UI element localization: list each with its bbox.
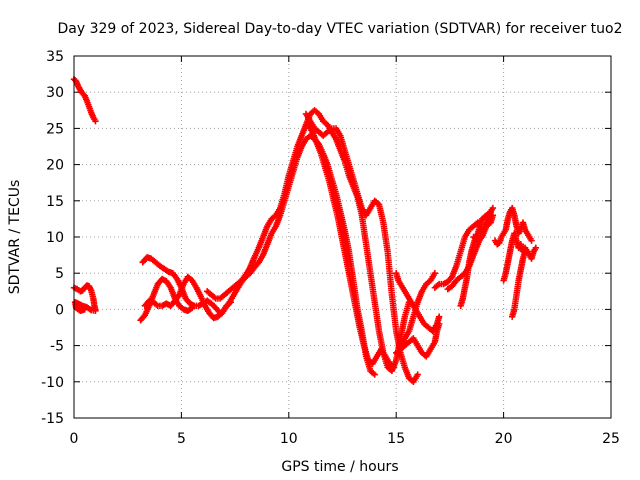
data-point — [528, 237, 535, 244]
y-tick-label: -5 — [50, 339, 64, 355]
series-seg-c — [137, 275, 196, 324]
x-tick-label: 25 — [602, 431, 620, 447]
y-tick-label: 20 — [46, 158, 64, 174]
series-seg-a — [70, 75, 99, 125]
data-point — [414, 371, 421, 378]
series-seg-h — [302, 110, 421, 385]
y-tick-label: 5 — [55, 266, 64, 282]
data-point — [92, 117, 99, 125]
y-tick-labels: -15 -10 -5 0 5 10 15 20 25 30 35 — [41, 49, 64, 427]
y-tick-label: 25 — [46, 121, 64, 137]
data-point — [81, 306, 88, 313]
series-seg-e — [141, 273, 235, 322]
data-point — [489, 204, 497, 212]
data-point — [489, 212, 497, 219]
series-seg-s — [508, 248, 529, 320]
series-seg-k — [397, 270, 439, 349]
y-tick-label: 10 — [46, 230, 64, 246]
x-tick-label: 10 — [280, 431, 298, 447]
series-seg-q — [491, 204, 535, 248]
y-tick-label: 35 — [46, 49, 64, 65]
y-tick-label: 0 — [55, 302, 64, 318]
series-seg-p — [470, 212, 497, 244]
data-point — [487, 208, 494, 215]
x-tick-label: 15 — [387, 431, 405, 447]
y-tick-label: -10 — [41, 375, 64, 391]
x-tick-label: 5 — [177, 431, 186, 447]
data-point — [431, 270, 439, 277]
chart-title: Day 329 of 2023, Sidereal Day-to-day VTE… — [57, 21, 622, 37]
x-tick-labels: 0 5 10 15 20 25 — [70, 431, 620, 447]
x-tick-label: 0 — [70, 431, 79, 447]
y-axis-label: SDTVAR / TECUs — [7, 180, 23, 295]
series-seg-d — [139, 254, 224, 317]
series-seg-l — [393, 320, 443, 360]
series-seg-o — [457, 208, 494, 309]
data-point — [390, 364, 398, 371]
data-point — [371, 371, 378, 378]
data-point — [435, 320, 443, 328]
data-point — [532, 244, 540, 252]
data-point — [521, 248, 529, 255]
y-tick-label: 15 — [46, 194, 64, 210]
x-tick-label: 20 — [495, 431, 513, 447]
y-tick-label: 30 — [46, 85, 64, 101]
y-tick-label: -15 — [41, 411, 64, 427]
plot-frame — [73, 55, 612, 419]
series-seg-i — [304, 121, 398, 371]
x-axis-label: GPS time / hours — [281, 459, 398, 475]
data-point — [435, 313, 443, 320]
